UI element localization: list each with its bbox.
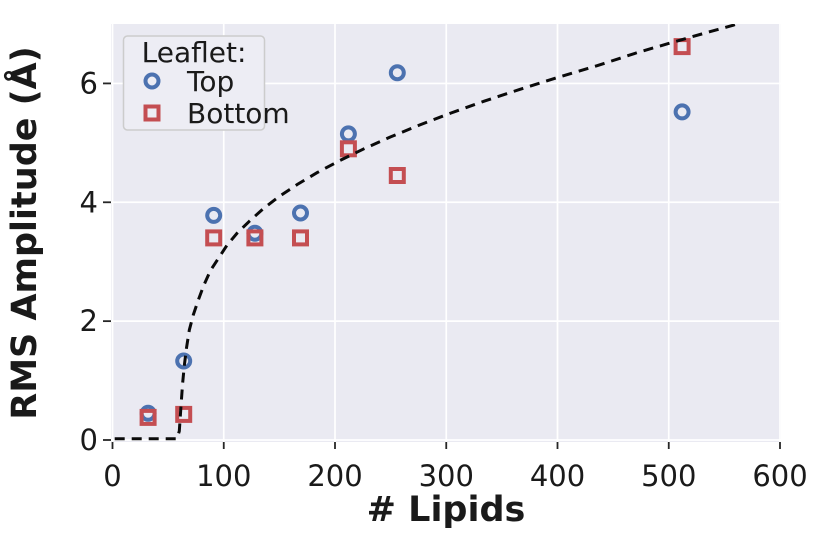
x-tick-label-400: 400 — [530, 459, 585, 493]
y-tick-label-2: 2 — [80, 304, 98, 338]
data-point-top-64 — [175, 352, 193, 370]
data-point-bottom-169 — [292, 229, 309, 247]
tick-marks — [103, 82, 781, 449]
data-point-top-169 — [292, 204, 309, 222]
x-tick-labels: 0 100 200 300 400 500 600 — [103, 459, 807, 493]
data-point-bottom-128 — [246, 229, 264, 247]
fit-line — [114, 24, 742, 441]
x-axis-label: # Lipids — [367, 490, 526, 530]
x-tick-label-200: 200 — [307, 459, 362, 493]
gridlines — [111, 24, 781, 442]
data-point-top-256 — [388, 64, 406, 82]
x-tick-label-0: 0 — [103, 459, 121, 493]
legend-marker-top-circle-icon — [143, 72, 161, 90]
data-point-bottom-32 — [139, 408, 157, 426]
data-point-bottom-91 — [205, 229, 223, 247]
y-tick-label-6: 6 — [80, 66, 98, 100]
legend-label-bottom: Bottom — [187, 97, 290, 130]
data-point-bottom-64 — [175, 405, 193, 423]
y-axis-label: RMS Amplitude (Å) — [3, 46, 45, 419]
data-points — [139, 38, 691, 426]
legend-marker-bottom-square-icon — [143, 104, 161, 122]
x-tick-label-300: 300 — [419, 459, 474, 493]
y-tick-labels: 0 2 4 6 — [80, 66, 98, 457]
legend-title: Leaflet: — [142, 36, 247, 69]
x-tick-label-500: 500 — [641, 459, 696, 493]
x-tick-label-600: 600 — [752, 459, 807, 493]
legend-label-top: Top — [186, 65, 234, 98]
x-tick-label-100: 100 — [196, 459, 251, 493]
y-tick-label-4: 4 — [80, 185, 98, 219]
data-point-bottom-256 — [388, 167, 406, 184]
data-point-top-512 — [673, 103, 691, 121]
y-tick-label-0: 0 — [80, 423, 98, 457]
data-point-top-91 — [205, 206, 223, 224]
legend: Leaflet: Top Bottom — [122, 35, 290, 131]
